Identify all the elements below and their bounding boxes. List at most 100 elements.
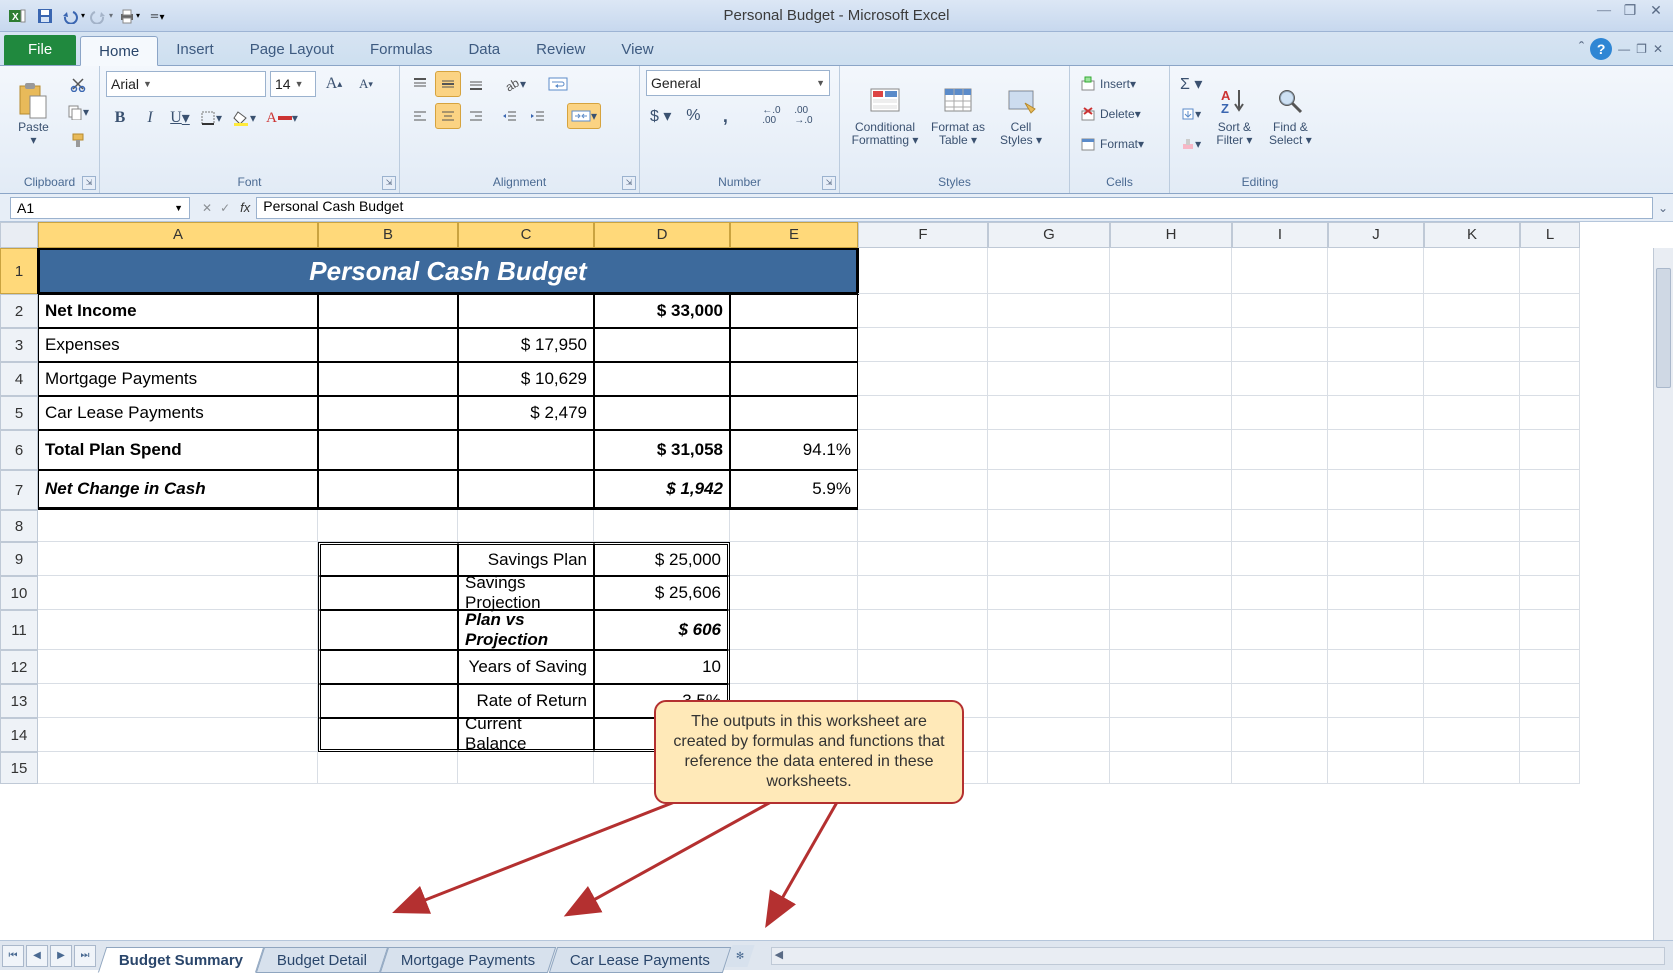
cell[interactable] <box>1232 430 1328 470</box>
cell[interactable]: Savings Plan <box>458 542 594 576</box>
workbook-restore-icon[interactable]: ❐ <box>1636 42 1647 56</box>
cell[interactable]: Net Income <box>38 294 318 328</box>
file-tab[interactable]: File <box>4 35 76 65</box>
help-icon[interactable]: ? <box>1590 38 1612 60</box>
cell[interactable] <box>1232 396 1328 430</box>
cell[interactable] <box>1520 610 1580 650</box>
row-header[interactable]: 14 <box>0 718 38 752</box>
cell[interactable] <box>1232 294 1328 328</box>
cell[interactable] <box>858 362 988 396</box>
cell[interactable] <box>730 510 858 542</box>
cell[interactable]: Car Lease Payments <box>38 396 318 430</box>
cell[interactable]: Rate of Return <box>458 684 594 718</box>
cell[interactable] <box>1232 610 1328 650</box>
row-header[interactable]: 1 <box>0 248 38 294</box>
tab-formulas[interactable]: Formulas <box>352 35 451 65</box>
close-icon[interactable]: ✕ <box>1645 3 1667 20</box>
cell[interactable]: Savings Projection <box>458 576 594 610</box>
format-painter-icon[interactable] <box>64 127 92 153</box>
column-header[interactable]: F <box>858 222 988 248</box>
tab-view[interactable]: View <box>603 35 671 65</box>
cell[interactable] <box>318 470 458 510</box>
column-header[interactable]: B <box>318 222 458 248</box>
merge-center-icon[interactable]: ▾ <box>567 103 601 129</box>
percent-format-icon[interactable]: % <box>680 103 706 129</box>
cell[interactable]: 5.9% <box>730 470 858 510</box>
cell[interactable]: $ 2,479 <box>458 396 594 430</box>
cell[interactable] <box>318 576 458 610</box>
number-launcher-icon[interactable]: ⇲ <box>822 176 836 190</box>
cell[interactable]: $ 10,629 <box>458 362 594 396</box>
save-icon[interactable] <box>32 4 58 28</box>
cell[interactable] <box>1520 576 1580 610</box>
cell[interactable] <box>458 430 594 470</box>
copy-icon[interactable]: ▾ <box>64 99 92 125</box>
cell[interactable] <box>988 684 1110 718</box>
cell[interactable] <box>730 610 858 650</box>
cell[interactable] <box>1232 248 1328 294</box>
column-header[interactable]: K <box>1424 222 1520 248</box>
column-header[interactable]: J <box>1328 222 1424 248</box>
clipboard-launcher-icon[interactable]: ⇲ <box>82 176 96 190</box>
select-all-corner[interactable] <box>0 222 38 248</box>
cell[interactable] <box>1424 248 1520 294</box>
workbook-minimize-icon[interactable]: — <box>1618 42 1630 56</box>
cell[interactable] <box>1110 328 1232 362</box>
cell[interactable] <box>988 248 1110 294</box>
cell[interactable] <box>1232 510 1328 542</box>
cell[interactable] <box>1520 396 1580 430</box>
cell[interactable] <box>730 542 858 576</box>
cell[interactable] <box>318 396 458 430</box>
workbook-close-icon[interactable]: ✕ <box>1653 42 1663 56</box>
cell[interactable] <box>730 576 858 610</box>
row-header[interactable]: 3 <box>0 328 38 362</box>
align-middle-icon[interactable] <box>435 71 461 97</box>
cell[interactable] <box>318 684 458 718</box>
cell[interactable] <box>1110 752 1232 784</box>
cell[interactable] <box>1232 362 1328 396</box>
cell[interactable] <box>1328 510 1424 542</box>
cell[interactable] <box>988 752 1110 784</box>
column-header[interactable]: A <box>38 222 318 248</box>
clear-button[interactable]: ▾ <box>1177 131 1205 157</box>
cell[interactable] <box>1520 248 1580 294</box>
cell[interactable] <box>1328 542 1424 576</box>
cell[interactable] <box>858 294 988 328</box>
cell[interactable] <box>318 718 458 752</box>
name-box[interactable]: A1▼ <box>10 197 190 219</box>
find-select-button[interactable]: Find &Select ▾ <box>1262 70 1318 158</box>
increase-decimal-icon[interactable]: ←.0.00 <box>758 103 784 129</box>
cell[interactable] <box>988 470 1110 510</box>
cell[interactable] <box>1232 328 1328 362</box>
row-header[interactable]: 15 <box>0 752 38 784</box>
qat-customize-icon[interactable]: ＝▾ <box>144 4 170 28</box>
cell[interactable] <box>730 650 858 684</box>
fill-color-button[interactable]: ▾ <box>229 105 259 131</box>
cell[interactable] <box>858 470 988 510</box>
orientation-icon[interactable]: ab▾ <box>501 71 529 97</box>
formula-input[interactable]: Personal Cash Budget <box>256 197 1653 219</box>
cell[interactable] <box>318 650 458 684</box>
cell[interactable]: Net Change in Cash <box>38 470 318 510</box>
cell[interactable] <box>1328 470 1424 510</box>
sheet-tab[interactable]: Car Lease Payments <box>548 947 731 973</box>
cell[interactable] <box>1328 362 1424 396</box>
cell[interactable] <box>318 542 458 576</box>
cell[interactable] <box>858 248 988 294</box>
cell[interactable] <box>318 362 458 396</box>
cell[interactable] <box>988 294 1110 328</box>
font-size-combo[interactable]: 14▼ <box>270 71 316 97</box>
cell[interactable]: 10 <box>594 650 730 684</box>
column-header[interactable]: L <box>1520 222 1580 248</box>
cell[interactable] <box>1424 362 1520 396</box>
row-header[interactable]: 8 <box>0 510 38 542</box>
format-cells-button[interactable]: Format ▾ <box>1077 131 1169 157</box>
cell[interactable] <box>1520 362 1580 396</box>
cell[interactable] <box>1232 542 1328 576</box>
cell[interactable] <box>1110 294 1232 328</box>
cell[interactable] <box>1520 328 1580 362</box>
paste-button[interactable]: Paste▾ <box>6 70 61 158</box>
cell[interactable] <box>318 610 458 650</box>
increase-indent-icon[interactable] <box>525 103 551 129</box>
cell[interactable] <box>594 510 730 542</box>
